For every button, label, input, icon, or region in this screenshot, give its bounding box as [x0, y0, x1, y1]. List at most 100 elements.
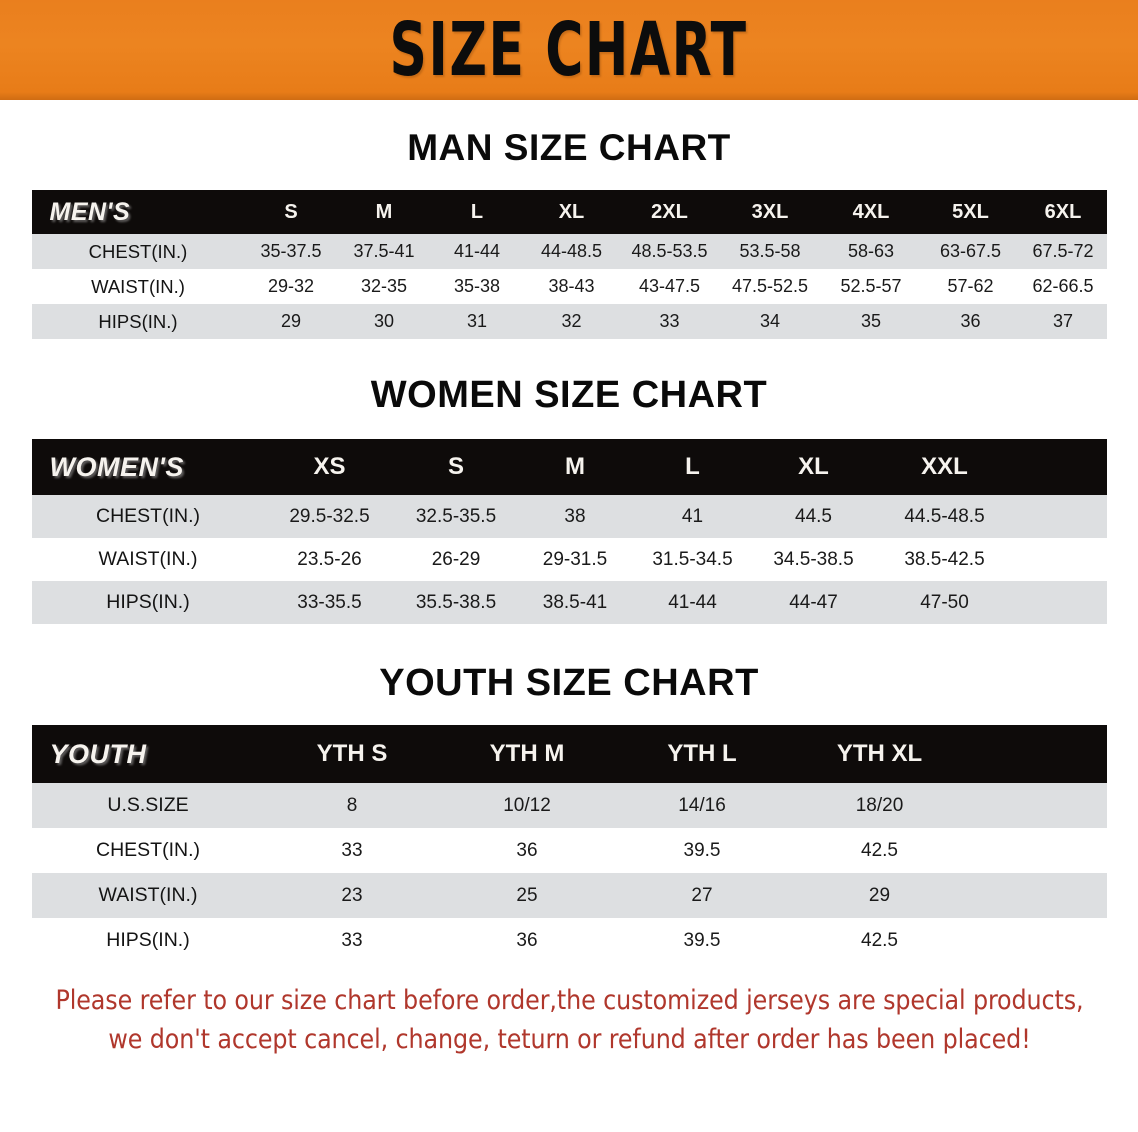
table-row: WAIST(IN.) 29-32 32-35 35-38 38-43 43-47…	[31, 269, 1107, 304]
man-table-head: MEN'S S M L XL 2XL 3XL 4XL 5XL 6XL	[31, 190, 1107, 234]
women-row-label-hips: HIPS(IN.)	[31, 581, 265, 624]
man-chest-l: 41-44	[430, 234, 524, 269]
women-hips-xxl: 47-50	[874, 581, 1015, 624]
man-col-header-xl: XL	[523, 190, 620, 234]
man-section-title: MAN SIZE CHART	[407, 127, 731, 168]
women-table-wrapper: WOMEN'S XS S M L XL XXL CHEST(IN.) 29.5-…	[0, 439, 1138, 624]
table-row: HIPS(IN.) 29 30 31 32 33 34 35 36 37	[31, 304, 1107, 339]
man-chest-s: 35-37.5	[244, 234, 338, 269]
man-col-header-6xl: 6XL	[1019, 190, 1107, 234]
youth-waist-l: 27	[614, 873, 790, 918]
man-waist-4xl: 52.5-57	[820, 269, 922, 304]
youth-hips-s: 33	[264, 918, 440, 963]
women-chest-s: 32.5-35.5	[394, 495, 518, 538]
women-header-label: WOMEN'S	[31, 439, 265, 495]
youth-ussize-xl: 18/20	[789, 783, 970, 828]
table-row: CHEST(IN.) 29.5-32.5 32.5-35.5 38 41 44.…	[31, 495, 1107, 538]
youth-chest-s: 33	[264, 828, 440, 873]
youth-col-header-l: YTH L	[614, 725, 790, 783]
table-row: CHEST(IN.) 33 36 39.5 42.5	[31, 828, 1107, 873]
women-chest-m: 38	[517, 495, 633, 538]
man-col-header-5xl: 5XL	[921, 190, 1020, 234]
man-col-header-2xl: 2XL	[619, 190, 720, 234]
man-row-label-waist: WAIST(IN.)	[31, 269, 245, 304]
man-chest-m: 37.5-41	[337, 234, 431, 269]
man-waist-l: 35-38	[430, 269, 524, 304]
youth-chest-m: 36	[439, 828, 615, 873]
man-hips-xl: 32	[523, 304, 620, 339]
youth-waist-empty	[969, 873, 1107, 918]
women-waist-empty	[1014, 538, 1107, 581]
youth-col-header-s: YTH S	[264, 725, 440, 783]
youth-table-body: U.S.SIZE 8 10/12 14/16 18/20 CHEST(IN.) …	[31, 783, 1107, 963]
man-hips-l: 31	[430, 304, 524, 339]
youth-row-label-ussize: U.S.SIZE	[31, 783, 265, 828]
youth-col-header-xl: YTH XL	[789, 725, 970, 783]
women-row-label-chest: CHEST(IN.)	[31, 495, 265, 538]
table-row: U.S.SIZE 8 10/12 14/16 18/20	[31, 783, 1107, 828]
disclaimer-line-2: we don't accept cancel, change, teturn o…	[107, 1024, 1031, 1056]
youth-ussize-m: 10/12	[439, 783, 615, 828]
youth-hips-empty	[969, 918, 1107, 963]
youth-section-title: YOUTH SIZE CHART	[379, 662, 759, 704]
youth-col-header-empty	[969, 725, 1107, 783]
women-chest-xl: 44.5	[752, 495, 875, 538]
page-banner: SIZE CHART	[0, 0, 1138, 100]
women-chest-l: 41	[632, 495, 753, 538]
man-waist-xl: 38-43	[523, 269, 620, 304]
youth-hips-m: 36	[439, 918, 615, 963]
man-hips-6xl: 37	[1019, 304, 1107, 339]
man-row-label-hips: HIPS(IN.)	[31, 304, 245, 339]
table-row: WAIST(IN.) 23 25 27 29	[31, 873, 1107, 918]
youth-chest-empty	[969, 828, 1107, 873]
women-col-header-l: L	[632, 439, 753, 495]
women-table-body: CHEST(IN.) 29.5-32.5 32.5-35.5 38 41 44.…	[31, 495, 1107, 624]
women-hips-xs: 33-35.5	[264, 581, 395, 624]
women-hips-m: 38.5-41	[517, 581, 633, 624]
youth-waist-m: 25	[439, 873, 615, 918]
youth-hips-l: 39.5	[614, 918, 790, 963]
youth-ussize-s: 8	[264, 783, 440, 828]
man-col-header-3xl: 3XL	[719, 190, 821, 234]
women-col-header-xs: XS	[264, 439, 395, 495]
youth-ussize-l: 14/16	[614, 783, 790, 828]
man-waist-2xl: 43-47.5	[619, 269, 720, 304]
women-waist-m: 29-31.5	[517, 538, 633, 581]
youth-row-label-waist: WAIST(IN.)	[31, 873, 265, 918]
man-size-table: MEN'S S M L XL 2XL 3XL 4XL 5XL 6XL CHEST…	[31, 190, 1107, 339]
man-hips-3xl: 34	[719, 304, 821, 339]
youth-table-wrapper: YOUTH YTH S YTH M YTH L YTH XL U.S.SIZE …	[0, 725, 1138, 963]
women-waist-s: 26-29	[394, 538, 518, 581]
women-section-title: WOMEN SIZE CHART	[370, 374, 768, 416]
table-row: WAIST(IN.) 23.5-26 26-29 29-31.5 31.5-34…	[31, 538, 1107, 581]
man-hips-2xl: 33	[619, 304, 720, 339]
disclaimer-line-1: Please refer to our size chart before or…	[54, 985, 1084, 1016]
women-waist-xs: 23.5-26	[264, 538, 395, 581]
man-hips-s: 29	[244, 304, 338, 339]
man-hips-5xl: 36	[921, 304, 1020, 339]
man-waist-3xl: 47.5-52.5	[719, 269, 821, 304]
women-waist-l: 31.5-34.5	[632, 538, 753, 581]
return-policy-disclaimer: Please refer to our size chart before or…	[27, 981, 1112, 1059]
man-col-header-s: S	[244, 190, 338, 234]
page-title: SIZE CHART	[389, 7, 749, 93]
man-header-row: MEN'S S M L XL 2XL 3XL 4XL 5XL 6XL	[31, 190, 1107, 234]
youth-table-head: YOUTH YTH S YTH M YTH L YTH XL	[31, 725, 1107, 783]
women-chest-empty	[1014, 495, 1107, 538]
man-col-header-m: M	[337, 190, 431, 234]
women-col-header-s: S	[394, 439, 518, 495]
women-col-header-m: M	[517, 439, 633, 495]
women-hips-s: 35.5-38.5	[394, 581, 518, 624]
women-waist-xl: 34.5-38.5	[752, 538, 875, 581]
man-chest-xl: 44-48.5	[523, 234, 620, 269]
man-waist-5xl: 57-62	[921, 269, 1020, 304]
man-chest-4xl: 58-63	[820, 234, 922, 269]
women-col-header-empty	[1014, 439, 1107, 495]
man-col-header-l: L	[430, 190, 524, 234]
man-chest-3xl: 53.5-58	[719, 234, 821, 269]
youth-row-label-chest: CHEST(IN.)	[31, 828, 265, 873]
man-chest-5xl: 63-67.5	[921, 234, 1020, 269]
women-row-label-waist: WAIST(IN.)	[31, 538, 265, 581]
women-col-header-xxl: XXL	[874, 439, 1015, 495]
youth-row-label-hips: HIPS(IN.)	[31, 918, 265, 963]
